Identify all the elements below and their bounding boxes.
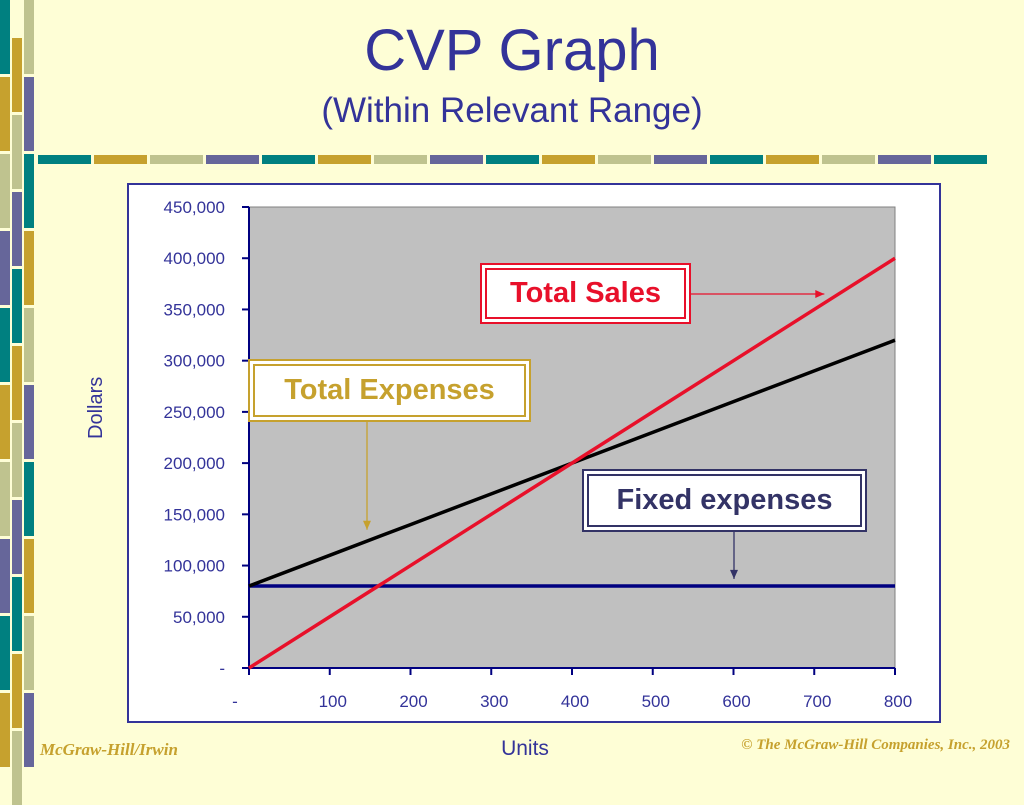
decor-block [12, 346, 22, 420]
divider-segment [710, 155, 763, 164]
decor-block [24, 616, 34, 690]
decor-block [12, 192, 22, 266]
divider-segment [822, 155, 875, 164]
decor-block [0, 154, 10, 228]
publisher-footer: McGraw-Hill/Irwin [40, 740, 178, 759]
x-tick-label: 600 [722, 692, 750, 711]
decor-block [24, 539, 34, 613]
decor-block [12, 115, 22, 189]
total-sales-label: Total Sales [485, 268, 686, 319]
total-expenses-label: Total Expenses [253, 364, 526, 417]
x-tick-label: 800 [884, 692, 912, 711]
decor-block [0, 77, 10, 151]
x-tick-label: 200 [399, 692, 427, 711]
decor-block [24, 385, 34, 459]
sales-arrow-head [815, 290, 825, 298]
divider-segment [318, 155, 371, 164]
fixed-expenses-callout: Fixed expenses [582, 469, 867, 532]
expenses-arrow-head [363, 520, 371, 530]
decor-block [0, 231, 10, 305]
decor-block [24, 231, 34, 305]
x-tick-label: 700 [803, 692, 831, 711]
slide-title: CVP Graph [364, 18, 660, 83]
y-tick-label: 400,000 [164, 249, 225, 268]
decor-block [12, 269, 22, 343]
decor-block [24, 154, 34, 228]
decor-block [0, 539, 10, 613]
y-tick-label: 50,000 [173, 608, 225, 627]
title-divider [38, 155, 988, 164]
sales-series-line [248, 256, 896, 670]
divider-segment [374, 155, 427, 164]
y-tick-label: 100,000 [164, 557, 225, 576]
fixed-arrow-head [730, 569, 738, 579]
divider-segment [654, 155, 707, 164]
y-tick-label: 350,000 [164, 300, 225, 319]
x-tick-label: 100 [319, 692, 347, 711]
y-tick-label: 200,000 [164, 454, 225, 473]
decor-block [0, 0, 10, 74]
decor-block [24, 308, 34, 382]
decor-block [24, 462, 34, 536]
divider-segment [262, 155, 315, 164]
divider-segment [486, 155, 539, 164]
divider-segment [542, 155, 595, 164]
x-tick-label: 300 [480, 692, 508, 711]
decor-block [12, 423, 22, 497]
y-tick-label: 250,000 [164, 403, 225, 422]
copyright-footer: © The McGraw-Hill Companies, Inc., 2003 [741, 737, 1010, 753]
x-tick-label: 500 [642, 692, 670, 711]
y-tick-label: 450,000 [164, 198, 225, 217]
decor-block [0, 616, 10, 690]
decor-block [0, 693, 10, 767]
decor-block [0, 462, 10, 536]
slide-subtitle: (Within Relevant Range) [321, 91, 703, 130]
divider-segment [430, 155, 483, 164]
divider-segment [878, 155, 931, 164]
divider-segment [150, 155, 203, 164]
y-axis-label: Dollars [85, 376, 107, 439]
left-decor-strip [0, 0, 38, 805]
decor-block [12, 38, 22, 112]
total-expenses-callout: Total Expenses [248, 359, 531, 422]
decor-block [24, 0, 34, 74]
decor-block [24, 693, 34, 767]
decor-block [0, 308, 10, 382]
total-sales-callout: Total Sales [480, 263, 691, 324]
decor-block [0, 385, 10, 459]
divider-segment [94, 155, 147, 164]
divider-segment [766, 155, 819, 164]
divider-segment [206, 155, 259, 164]
x-axis-label: Units [501, 737, 549, 760]
y-tick-label: 150,000 [164, 505, 225, 524]
divider-segment [38, 155, 91, 164]
divider-segment [934, 155, 987, 164]
decor-block [12, 577, 22, 651]
divider-segment [598, 155, 651, 164]
decor-block [12, 654, 22, 728]
y-tick-label: 300,000 [164, 352, 225, 371]
x-tick-label: 400 [561, 692, 589, 711]
y-tick-label: - [219, 659, 225, 678]
decor-block [12, 500, 22, 574]
decor-block [24, 77, 34, 151]
fixed-expenses-label: Fixed expenses [587, 474, 862, 527]
x-tick-label: - [232, 692, 238, 711]
